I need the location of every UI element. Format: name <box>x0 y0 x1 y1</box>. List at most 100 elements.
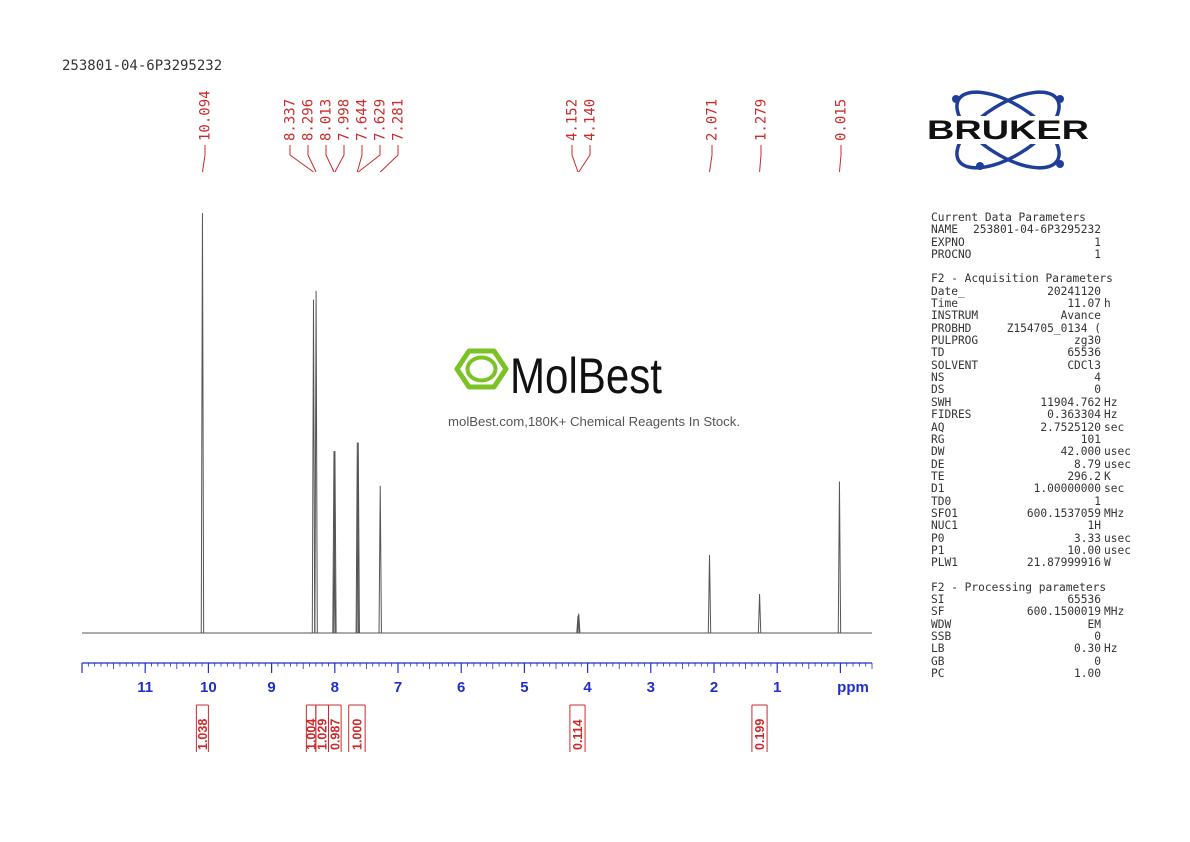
parameter-row: D1 1.00000000 sec <box>931 482 1143 496</box>
spectrum-peak <box>378 485 382 634</box>
parameter-name: P1 <box>931 543 945 557</box>
peak-label: 7.629 <box>373 99 389 141</box>
parameter-row: SSB 0 <box>931 630 1143 643</box>
parameter-value: 20241120 <box>1047 284 1101 298</box>
parameter-value: 0.363304 <box>1047 408 1101 422</box>
parameter-value: 8.79 <box>1074 457 1101 471</box>
peak-label-line <box>334 145 345 173</box>
parameter-name: Time <box>931 297 958 311</box>
parameter-row: SI 65536 <box>931 592 1143 606</box>
watermark-tagline: molBest.com,180K+ Chemical Reagents In S… <box>448 415 740 429</box>
parameter-unit: Hz <box>1104 408 1118 422</box>
parameter-name: DS <box>931 383 945 397</box>
parameter-name: INSTRUM <box>931 309 979 323</box>
parameter-unit: sec <box>1104 482 1125 496</box>
peak-label: 4.152 <box>565 99 581 141</box>
parameter-row: SFO1 600.1537059 MHz <box>931 506 1143 520</box>
integral-value: 1.004 <box>305 719 319 750</box>
spectrum-peak <box>311 299 316 634</box>
parameter-row: PC 1.00 <box>931 667 1143 681</box>
peak-label-line <box>759 145 762 173</box>
parameter-value: 11904.762 <box>1040 395 1101 409</box>
parameter-name: DE <box>931 457 945 471</box>
parameter-value: EM <box>1087 617 1101 631</box>
parameter-name: TD <box>931 346 945 360</box>
parameter-name: RG <box>931 432 945 446</box>
peak-label-line <box>289 145 314 173</box>
spectrum <box>82 212 872 634</box>
atom-orbit-icon <box>952 90 1064 170</box>
parameter-value: 101 <box>1080 432 1101 446</box>
parameter-row: FIDRES 0.363304 Hz <box>931 408 1143 422</box>
watermark-brand: MolBest <box>510 348 662 404</box>
spectrum-peak <box>577 613 581 634</box>
parameter-value: zg30 <box>1074 334 1101 348</box>
x-axis: 11 10 9 8 7 6 5 4 3 2 1 ppm <box>81 662 873 696</box>
parameter-row: SOLVENT CDCl3 <box>931 359 1143 372</box>
parameter-unit: K <box>1104 469 1111 483</box>
parameter-block: Current Data Parameters NAME 253801-04-6P3… <box>931 211 1143 261</box>
x-axis-tick-label: 2 <box>710 679 718 696</box>
peak-label: 1.279 <box>754 99 770 141</box>
peak-label: 7.644 <box>355 99 371 141</box>
parameter-name: EXPNO <box>931 235 965 249</box>
parameter-value: Z154705_0134 ( <box>1006 321 1101 335</box>
x-axis-label: ppm <box>837 679 869 696</box>
peak-label-line <box>379 145 399 173</box>
parameter-value: 253801-04-6P3295232 <box>973 223 1101 237</box>
parameter-name: PLW1 <box>931 556 958 570</box>
spectrum-peak <box>332 451 336 634</box>
parameter-name: SI <box>931 592 945 606</box>
parameter-row: NUC1 1H <box>931 519 1143 532</box>
peak-label-line <box>709 145 713 173</box>
x-axis-tick-label: 3 <box>647 679 655 696</box>
parameter-unit: usec <box>1104 531 1131 545</box>
peak-label-line <box>357 145 381 173</box>
parameter-value: 1.00000000 <box>1033 482 1101 496</box>
parameter-name: LB <box>931 642 945 656</box>
parameter-unit: MHz <box>1104 605 1125 619</box>
parameter-row: LB 0.30 Hz <box>931 642 1143 656</box>
bruker-logo-text: BRUKER <box>927 115 1089 145</box>
peak-label: 7.998 <box>337 99 353 141</box>
spectrum-peak <box>576 615 580 634</box>
parameter-block-title: F2 - Processing parameters <box>931 580 1107 594</box>
parameter-name: GB <box>931 654 945 668</box>
parameter-value: 1 <box>1094 494 1101 508</box>
peak-label: 10.094 <box>198 90 214 141</box>
parameter-unit: usec <box>1104 457 1131 471</box>
peak-label-line <box>578 145 591 173</box>
peak-label-line <box>201 145 206 173</box>
parameter-value: 0.30 <box>1074 642 1101 656</box>
parameter-row: GB 0 <box>931 654 1143 668</box>
parameter-name: SFO1 <box>931 506 958 520</box>
parameter-row: INSTRUM Avance <box>931 309 1143 323</box>
parameter-value: 2.7525120 <box>1040 420 1101 434</box>
hexagon-logo-icon <box>454 348 509 390</box>
parameter-value: 1 <box>1094 235 1101 249</box>
peak-label: 8.296 <box>301 99 317 141</box>
spectrum-peak <box>333 451 337 634</box>
parameter-value: 65536 <box>1067 346 1101 360</box>
nmr-spectrum-chart: 10.094 8.337 8.296 8.013 7.998 7.644 7.629 7.28… <box>81 90 873 752</box>
parameter-name: SF <box>931 605 945 619</box>
parameter-unit: Hz <box>1104 642 1118 656</box>
parameter-value: 0 <box>1094 654 1101 668</box>
parameter-name: PC <box>931 667 945 681</box>
parameter-value: 4 <box>1094 371 1101 385</box>
parameter-row: NAME 253801-04-6P3295232 <box>931 223 1143 237</box>
parameter-name: TE <box>931 469 945 483</box>
parameter-name: AQ <box>931 420 945 434</box>
parameter-row: AQ 2.7525120 sec <box>931 420 1143 434</box>
parameter-row: P0 3.33 usec <box>931 531 1143 545</box>
parameter-row: WDW EM <box>931 617 1143 631</box>
peak-label: 8.013 <box>319 99 335 141</box>
parameter-name: DW <box>931 445 945 459</box>
parameter-value: 600.1537059 <box>1026 506 1101 520</box>
parameter-row: DE 8.79 usec <box>931 457 1143 471</box>
peak-label-line <box>356 145 363 173</box>
parameter-row: PLW1 21.87999916 W <box>931 556 1143 570</box>
parameter-block: F2 - Acquisition Parameters Date_ 20241120… <box>931 273 1143 570</box>
peak-labels: 10.094 8.337 8.296 8.013 7.998 7.644 7.629 7.28… <box>198 90 850 173</box>
